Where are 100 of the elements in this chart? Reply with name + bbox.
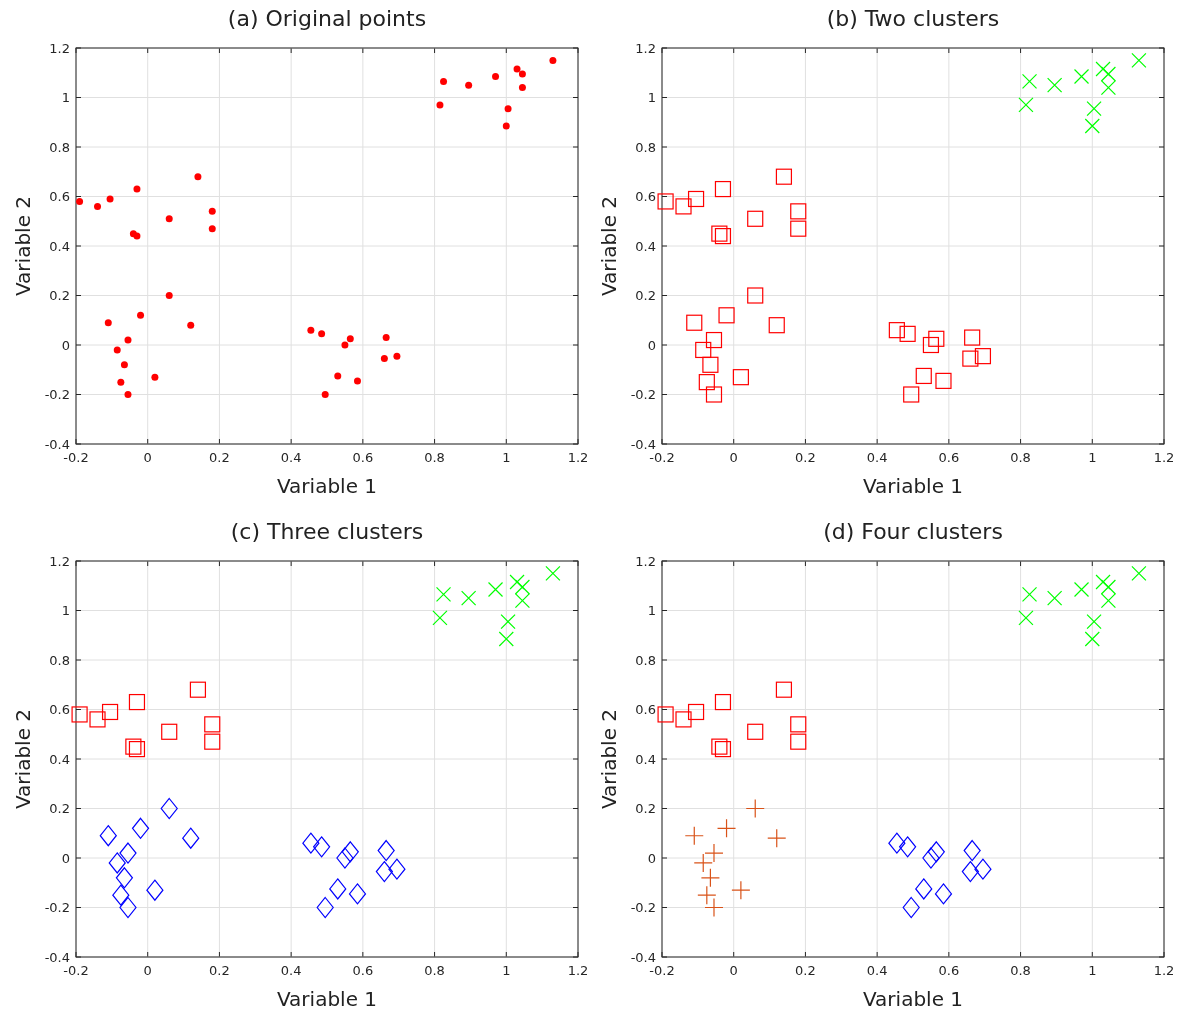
point — [697, 885, 717, 905]
point — [790, 203, 807, 220]
point — [684, 826, 704, 846]
point — [498, 631, 514, 647]
point — [377, 839, 395, 862]
x-tick-label: 0.2 — [795, 963, 816, 978]
point — [125, 738, 142, 755]
point — [113, 346, 121, 354]
point — [747, 723, 764, 740]
point — [927, 841, 945, 863]
y-axis-title: Variable 2 — [597, 195, 621, 297]
x-axis-title: Variable 1 — [862, 987, 964, 1011]
point — [514, 579, 531, 595]
point — [106, 195, 114, 203]
point — [915, 367, 932, 385]
x-tick-label: 1.2 — [567, 450, 589, 465]
point — [714, 228, 732, 245]
point — [687, 190, 705, 208]
point — [504, 105, 512, 113]
x-tick-label: 0 — [143, 450, 152, 465]
point — [549, 56, 557, 64]
x-tick-label: 0.6 — [352, 963, 374, 978]
point — [208, 225, 216, 233]
point — [687, 703, 705, 721]
point — [731, 880, 751, 900]
point — [705, 386, 723, 403]
point — [888, 322, 905, 339]
point — [1021, 586, 1038, 603]
point — [151, 373, 159, 381]
point — [768, 317, 785, 334]
point — [1084, 631, 1100, 647]
point — [119, 842, 137, 864]
point — [120, 361, 128, 369]
y-tick-label: 0 — [61, 337, 70, 353]
point — [718, 307, 735, 324]
y-tick-label: 0.2 — [635, 288, 656, 303]
point — [160, 797, 178, 820]
point — [700, 868, 721, 888]
y-tick-label: 1 — [61, 90, 70, 105]
point — [436, 101, 444, 109]
point — [204, 733, 221, 750]
point — [382, 334, 390, 342]
y-tick-label: -0.4 — [44, 436, 70, 452]
point — [714, 741, 732, 758]
y-tick-label: -0.4 — [630, 436, 656, 452]
y-tick-label: 0.4 — [635, 238, 656, 254]
x-tick-label: 0 — [143, 963, 152, 978]
point — [716, 818, 737, 838]
x-tick-label: 1 — [502, 450, 511, 465]
point — [1073, 581, 1090, 598]
point — [182, 827, 200, 849]
point — [775, 681, 793, 698]
point — [329, 878, 347, 900]
point — [704, 843, 724, 863]
x-tick-label: 0.2 — [795, 450, 816, 465]
y-tick-label: 1.2 — [635, 553, 656, 569]
point — [94, 202, 102, 210]
point — [1021, 73, 1038, 90]
point — [1100, 66, 1117, 82]
point — [974, 348, 992, 365]
point — [465, 81, 473, 89]
point — [146, 879, 164, 901]
x-tick-label: 1 — [502, 963, 511, 978]
x-tick-label: 1.2 — [1153, 450, 1175, 465]
x-tick-label: 0.8 — [424, 450, 445, 465]
point — [500, 614, 516, 630]
x-axis-title: Variable 1 — [862, 474, 964, 498]
point — [194, 173, 202, 181]
point — [775, 168, 793, 185]
point — [208, 207, 216, 215]
point — [790, 220, 807, 237]
point — [714, 693, 732, 711]
point — [902, 896, 920, 919]
point — [76, 197, 84, 205]
point — [790, 733, 807, 750]
chart-title: (a) Original points — [227, 6, 427, 31]
y-tick-label: 1 — [647, 90, 656, 105]
point — [962, 350, 979, 367]
y-tick-label: -0.2 — [44, 387, 70, 402]
x-axis-title: Variable 1 — [276, 474, 378, 498]
y-tick-label: 0 — [61, 850, 70, 866]
point — [675, 198, 692, 215]
x-tick-label: 1 — [1088, 450, 1097, 465]
y-tick-label: 0.6 — [49, 189, 70, 204]
y-axis-title: Variable 2 — [597, 708, 621, 810]
point — [336, 847, 354, 869]
point — [1084, 118, 1100, 134]
x-tick-label: 0.4 — [280, 963, 302, 978]
point — [702, 356, 719, 373]
point — [961, 861, 979, 883]
point — [313, 836, 331, 858]
point — [1018, 97, 1034, 113]
x-tick-label: 0.8 — [1010, 450, 1031, 465]
point — [165, 292, 173, 299]
chart-title: (d) Four clusters — [823, 519, 1003, 544]
point — [115, 867, 134, 889]
point — [133, 232, 141, 240]
x-tick-label: 0.2 — [209, 963, 230, 978]
y-tick-label: 0.4 — [49, 238, 70, 254]
point — [915, 878, 933, 900]
